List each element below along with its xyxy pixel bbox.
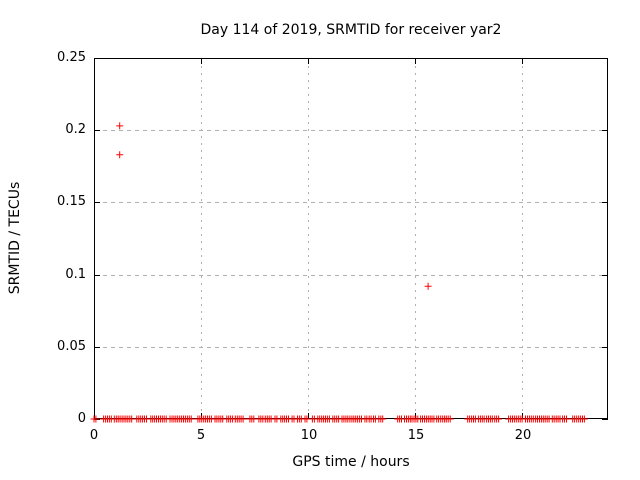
x-axis-title: GPS time / hours: [292, 454, 410, 470]
y-tick-label: 0.05: [57, 339, 86, 354]
x-tick-label: 10: [300, 428, 318, 443]
y-tick-label: 0.1: [65, 267, 86, 282]
chart-title: Day 114 of 2019, SRMTID for receiver yar…: [200, 22, 502, 38]
y-axis-title: SRMTID / TECUs: [7, 181, 23, 295]
x-tick-label: 20: [514, 428, 532, 443]
y-tick-label: 0.15: [57, 194, 86, 209]
x-tick-label: 5: [196, 428, 206, 443]
scatter-markers: [90, 122, 588, 423]
y-tick-label: 0: [77, 411, 86, 426]
plot-svg: [90, 58, 608, 423]
x-tick-label: 0: [89, 428, 99, 443]
y-tick-label: 0.2: [65, 122, 86, 137]
y-tick-label: 0.25: [57, 50, 86, 65]
x-tick-label: 15: [407, 428, 425, 443]
